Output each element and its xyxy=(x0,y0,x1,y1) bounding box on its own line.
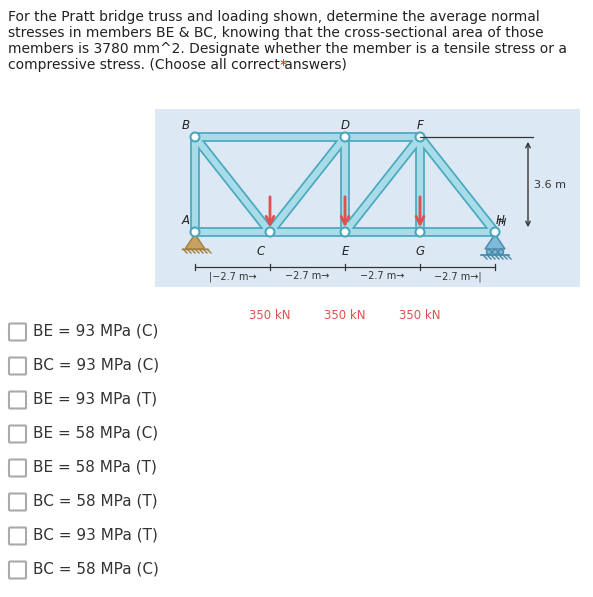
Text: BE = 58 MPa (C): BE = 58 MPa (C) xyxy=(33,426,158,441)
FancyBboxPatch shape xyxy=(9,528,26,544)
Text: BC = 58 MPa (T): BC = 58 MPa (T) xyxy=(33,494,158,509)
Text: stresses in members BE & BC, knowing that the cross-sectional area of those: stresses in members BE & BC, knowing tha… xyxy=(8,26,544,40)
Text: A: A xyxy=(182,214,190,227)
Text: 350 kN: 350 kN xyxy=(399,309,441,322)
FancyBboxPatch shape xyxy=(9,324,26,340)
Text: G: G xyxy=(416,245,425,258)
Text: 350 kN: 350 kN xyxy=(324,309,366,322)
Text: −2.7 m→: −2.7 m→ xyxy=(285,271,330,281)
Text: members is 3780 mm^2. Designate whether the member is a tensile stress or a: members is 3780 mm^2. Designate whether … xyxy=(8,42,567,56)
Circle shape xyxy=(416,133,425,141)
Circle shape xyxy=(499,250,503,254)
Text: H: H xyxy=(498,218,506,228)
Text: 350 kN: 350 kN xyxy=(249,309,291,322)
Text: −2.7 m→|: −2.7 m→| xyxy=(433,271,482,282)
Circle shape xyxy=(340,133,349,141)
Circle shape xyxy=(493,250,498,254)
FancyBboxPatch shape xyxy=(9,562,26,578)
Text: |−2.7 m→: |−2.7 m→ xyxy=(209,271,256,282)
Text: BC = 58 MPa (C): BC = 58 MPa (C) xyxy=(33,562,159,577)
Text: B: B xyxy=(182,119,190,132)
Bar xyxy=(155,109,580,287)
Text: D: D xyxy=(340,119,349,132)
FancyBboxPatch shape xyxy=(9,358,26,374)
Text: compressive stress. (Choose all correct answers): compressive stress. (Choose all correct … xyxy=(8,58,351,72)
Text: BE = 58 MPa (T): BE = 58 MPa (T) xyxy=(33,460,157,475)
Text: E: E xyxy=(342,245,349,258)
Text: F: F xyxy=(417,119,423,132)
FancyBboxPatch shape xyxy=(9,392,26,408)
FancyBboxPatch shape xyxy=(9,460,26,476)
FancyBboxPatch shape xyxy=(9,494,26,510)
Circle shape xyxy=(340,227,349,236)
Text: BC = 93 MPa (C): BC = 93 MPa (C) xyxy=(33,358,159,373)
Text: For the Pratt bridge truss and loading shown, determine the average normal: For the Pratt bridge truss and loading s… xyxy=(8,10,540,24)
Circle shape xyxy=(486,250,492,254)
Text: 3.6 m: 3.6 m xyxy=(534,180,566,189)
Text: BE = 93 MPa (C): BE = 93 MPa (C) xyxy=(33,324,158,338)
Circle shape xyxy=(490,227,499,236)
Text: *: * xyxy=(280,58,287,72)
Circle shape xyxy=(190,227,199,236)
Text: H: H xyxy=(496,214,505,227)
Polygon shape xyxy=(485,234,505,249)
Text: BC = 93 MPa (T): BC = 93 MPa (T) xyxy=(33,528,158,543)
Circle shape xyxy=(266,227,275,236)
Text: −2.7 m→: −2.7 m→ xyxy=(361,271,404,281)
FancyBboxPatch shape xyxy=(9,426,26,442)
Circle shape xyxy=(416,227,425,236)
Text: C: C xyxy=(257,245,265,258)
Text: BE = 93 MPa (T): BE = 93 MPa (T) xyxy=(33,392,157,407)
Polygon shape xyxy=(185,234,205,249)
Circle shape xyxy=(190,133,199,141)
